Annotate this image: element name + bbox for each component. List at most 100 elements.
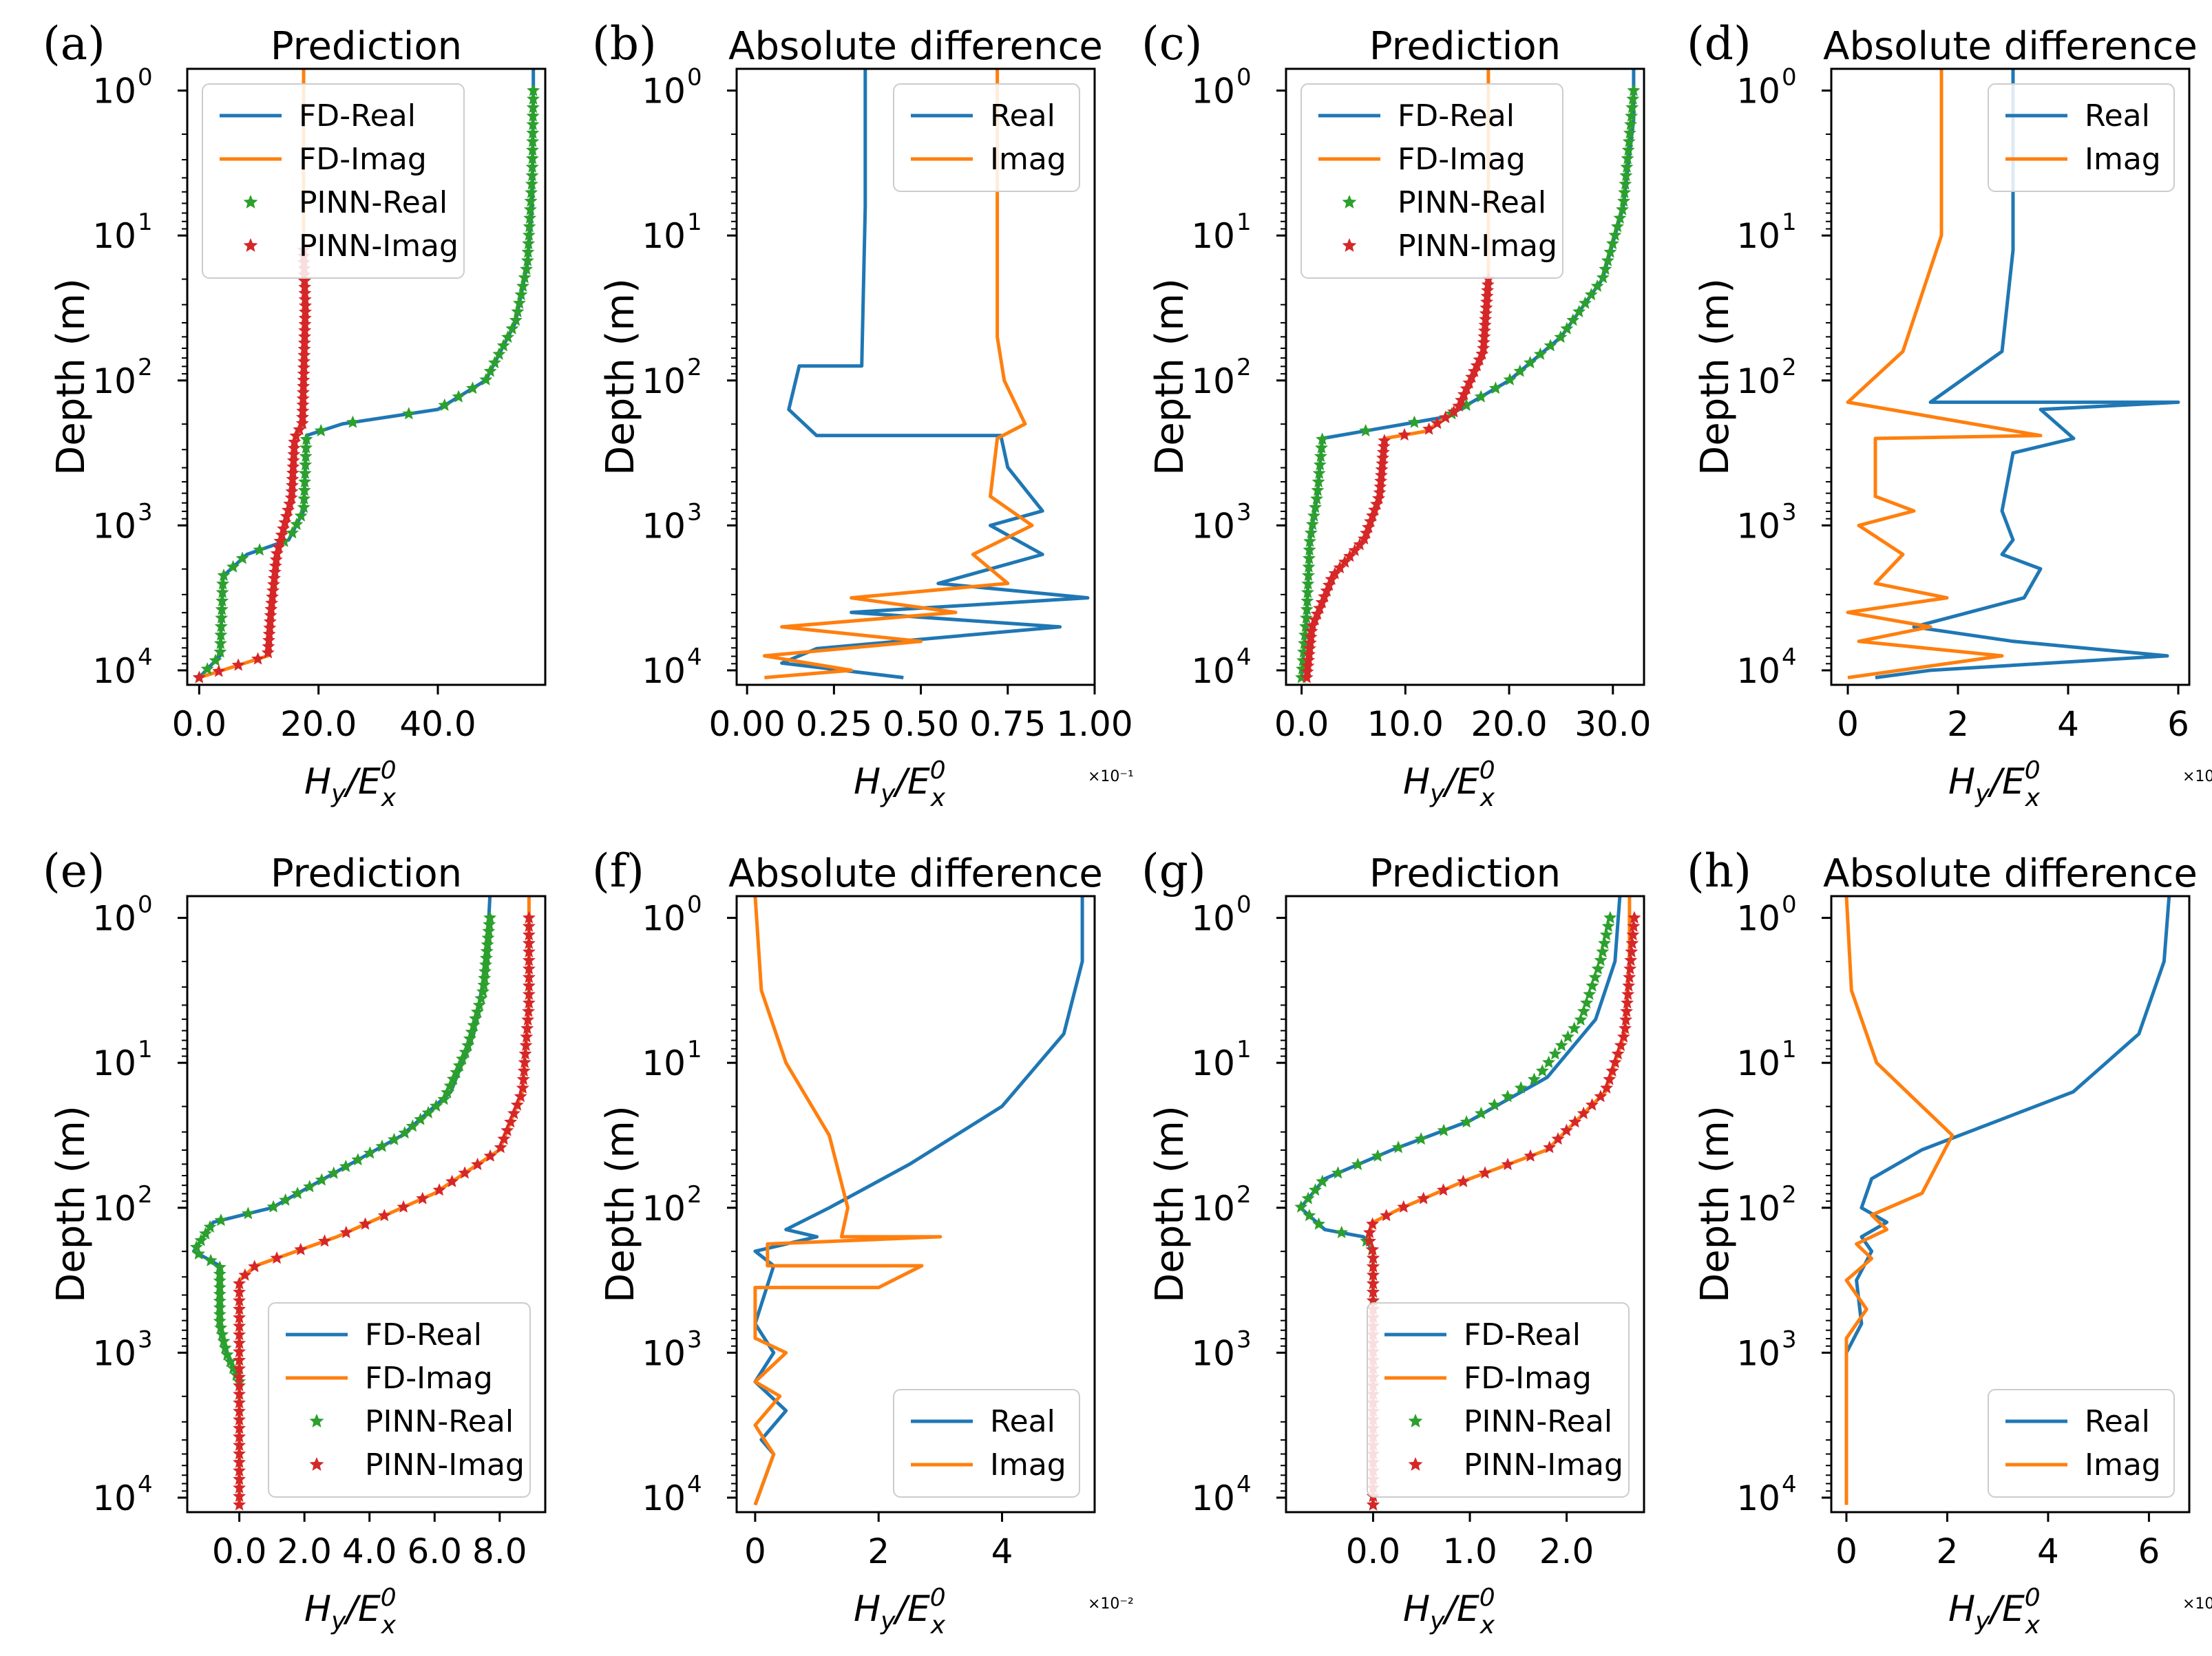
legend-label: FD-Real: [1398, 98, 1515, 134]
marker-pinn-real-14: [470, 1005, 484, 1018]
marker-pinn-real-38: [402, 407, 416, 420]
marker-pinn-real-55: [235, 551, 249, 564]
marker-pinn-real-13: [1568, 1021, 1581, 1034]
marker-pinn-real-60: [1300, 594, 1314, 607]
marker-pinn-imag-38: [318, 1234, 331, 1247]
marker-pinn-real-0: [527, 83, 540, 96]
marker-pinn-real-12: [474, 991, 488, 1004]
marker-pinn-imag-4: [1625, 945, 1639, 958]
marker-pinn-imag-69: [192, 670, 206, 683]
ytick-label: 10: [1736, 506, 1780, 546]
ytick-exponent: 0: [1782, 891, 1797, 919]
xtick-label: 0.00: [708, 704, 785, 744]
panel-title: Prediction: [271, 851, 462, 896]
marker-pinn-imag-15: [1614, 1039, 1628, 1052]
marker-pinn-real-35: [466, 381, 479, 394]
marker-pinn-imag-53: [233, 1361, 246, 1374]
marker-pinn-imag-32: [287, 441, 301, 454]
marker-pinn-real-61: [1300, 602, 1314, 615]
marker-pinn-imag-47: [273, 534, 287, 547]
marker-pinn-real-40: [314, 424, 328, 437]
marker-pinn-imag-31: [1376, 451, 1390, 464]
panel-label: (c): [1141, 17, 1202, 70]
marker-pinn-imag-55: [233, 1379, 246, 1392]
marker-pinn-imag-58: [264, 602, 278, 615]
ytick-exponent: 1: [138, 1036, 153, 1063]
xtick-label: 1.00: [1056, 704, 1133, 744]
x-axis-label-part: y: [1974, 1607, 1990, 1635]
marker-pinn-imag-14: [1616, 1030, 1630, 1043]
marker-pinn-real-10: [1619, 169, 1633, 182]
legend: Real Imag: [893, 1389, 1080, 1498]
marker-pinn-imag-36: [359, 1217, 372, 1230]
marker-pinn-real-15: [469, 1012, 483, 1025]
marker-pinn-real-30: [414, 1112, 428, 1125]
marker-pinn-imag-7: [1479, 312, 1493, 326]
marker-pinn-imag-41: [283, 497, 297, 510]
marker-pinn-real-23: [1590, 279, 1604, 292]
axis-multiplier: ×10⁻¹: [1088, 768, 1134, 785]
marker-pinn-real-65: [1298, 637, 1312, 650]
marker-pinn-real-34: [1294, 1200, 1308, 1213]
ytick-exponent: 2: [1236, 1181, 1252, 1209]
x-axis-label-part: H: [1948, 1589, 1975, 1630]
legend-box: [1988, 83, 2175, 192]
marker-pinn-real-20: [520, 253, 534, 266]
axes-frame: [1285, 67, 1645, 686]
marker-pinn-real-47: [1311, 483, 1325, 496]
marker-pinn-imag-40: [284, 491, 298, 504]
marker-pinn-imag-56: [233, 1387, 246, 1400]
marker-pinn-imag-21: [1594, 1090, 1608, 1103]
marker-pinn-imag-35: [377, 1209, 391, 1222]
legend-label: Imag: [2085, 1447, 2161, 1483]
legend-marker: [1408, 1414, 1423, 1427]
ytick-label: 10: [92, 361, 136, 401]
marker-pinn-real-14: [523, 202, 537, 215]
marker-pinn-imag-1: [1481, 277, 1495, 290]
marker-pinn-real-56: [1302, 560, 1316, 573]
x-axis-label-part: y: [1429, 780, 1445, 808]
ytick-exponent: 3: [687, 498, 702, 526]
marker-pinn-imag-15: [297, 336, 311, 349]
marker-pinn-imag-23: [296, 385, 310, 399]
ytick-exponent: 3: [138, 498, 153, 526]
marker-pinn-imag-29: [471, 1158, 485, 1171]
marker-pinn-imag-35: [1374, 474, 1388, 487]
marker-pinn-real-52: [286, 526, 299, 539]
marker-pinn-real-36: [1312, 1217, 1326, 1230]
marker-pinn-real-13: [472, 998, 486, 1011]
marker-pinn-imag-0: [522, 911, 536, 924]
marker-pinn-imag-48: [272, 540, 286, 553]
axis-multiplier: ×10⁻²: [2182, 1595, 2212, 1613]
marker-pinn-real-16: [467, 1018, 481, 1031]
xtick-label: 40.0: [399, 704, 476, 744]
marker-pinn-imag-43: [233, 1277, 246, 1290]
marker-pinn-real-18: [1535, 1064, 1549, 1077]
x-axis-label: Hy/E0 x: [304, 756, 397, 812]
marker-pinn-imag-12: [1619, 1012, 1633, 1026]
legend: Real Imag: [1988, 1389, 2175, 1498]
marker-pinn-real-37: [1460, 398, 1473, 411]
marker-pinn-imag-26: [1551, 1132, 1565, 1145]
marker-pinn-real-22: [1488, 1098, 1502, 1111]
legend-label: FD-Real: [1464, 1317, 1581, 1352]
line-imag: [753, 896, 942, 1506]
marker-pinn-imag-63: [262, 633, 275, 646]
marker-pinn-imag-16: [518, 1047, 532, 1060]
panel-label: (g): [1141, 845, 1206, 898]
marker-pinn-imag-3: [1480, 289, 1494, 302]
legend-label: PINN-Real: [365, 1404, 514, 1439]
xtick-label: 0: [1837, 704, 1859, 744]
xtick-label: 10.0: [1367, 704, 1444, 744]
x-axis-label-part: H: [1403, 1589, 1430, 1630]
marker-pinn-imag-48: [233, 1319, 246, 1332]
marker-pinn-imag-51: [268, 559, 282, 572]
marker-pinn-real-12: [1574, 1012, 1588, 1026]
x-axis-label-part: 0: [2025, 756, 2041, 785]
marker-pinn-imag-26: [296, 404, 310, 417]
marker-pinn-real-14: [1561, 1030, 1574, 1043]
